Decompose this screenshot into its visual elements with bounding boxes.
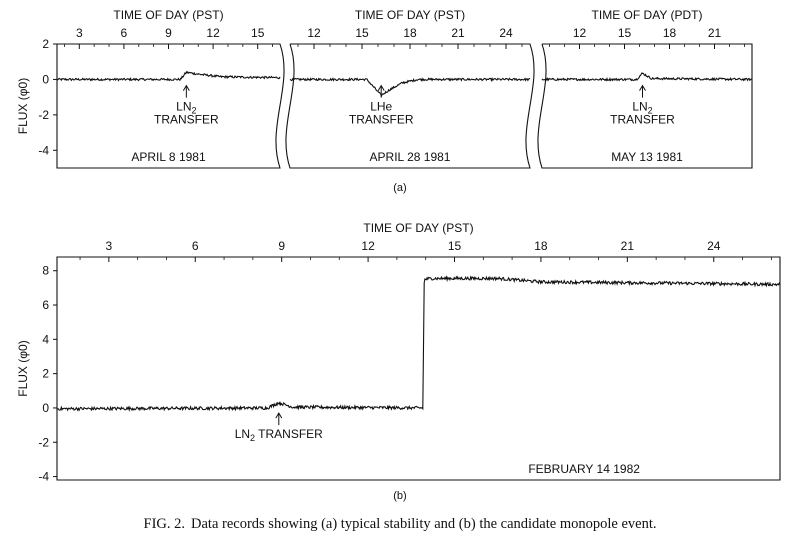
caption-figure-id: FIG. 2. <box>143 516 186 532</box>
data-trace-4 <box>56 275 781 413</box>
data-trace-2 <box>289 77 531 98</box>
x-tick-label: 12 <box>307 26 321 40</box>
annotation-text: TRANSFER <box>610 113 675 127</box>
y-tick-label: 0 <box>42 401 49 415</box>
y-tick-label: 4 <box>42 332 49 346</box>
annotation-arrowhead <box>275 412 283 419</box>
date-label: MAY 13 1981 <box>611 150 683 164</box>
traces <box>56 70 781 413</box>
annotation-text: LN2 <box>632 100 652 116</box>
x-tick-label: 15 <box>448 239 462 253</box>
annotation-text: TRANSFER <box>154 113 219 127</box>
panel-label-b: (b) <box>393 490 406 502</box>
x-tick-label: 3 <box>76 26 83 40</box>
y-tick-label: -4 <box>38 143 49 157</box>
y-tick-label: -2 <box>38 435 49 449</box>
date-label: APRIL 8 1981 <box>131 150 206 164</box>
x-tick-label: 3 <box>106 239 113 253</box>
axes: 3 6 9 12 15 TIME OF DAY (PST) 2 0 -2 -4 FLUX (φ0) 1… <box>16 8 772 484</box>
panel-frame-4 <box>56 256 781 481</box>
panel-label-a: (a) <box>393 182 406 194</box>
date-label: FEBRUARY 14 1982 <box>528 462 640 476</box>
x-axis-title: TIME OF DAY (PST) <box>113 8 223 22</box>
x-tick-label: 18 <box>663 26 677 40</box>
x-tick-label: 9 <box>278 239 285 253</box>
annotation-text: LHe <box>370 100 392 114</box>
x-axis-title: TIME OF DAY (PDT) <box>592 8 703 22</box>
annotation-text: LN2 <box>176 100 196 116</box>
x-tick-label: 21 <box>451 26 465 40</box>
caption-text: Data records showing (a) typical stabili… <box>191 516 657 532</box>
y-axis-title: FLUX (φ0) <box>16 340 30 396</box>
x-tick-label: 21 <box>708 26 722 40</box>
annotation-arrowhead <box>377 84 385 91</box>
x-tick-label: 21 <box>621 239 635 253</box>
y-tick-label: 2 <box>42 37 49 51</box>
x-tick-label: 12 <box>573 26 587 40</box>
x-tick-label: 15 <box>251 26 265 40</box>
x-tick-label: 18 <box>403 26 417 40</box>
x-tick-label: 18 <box>534 239 548 253</box>
y-tick-label: -2 <box>38 108 49 122</box>
x-tick-label: 6 <box>192 239 199 253</box>
panel-frame-3 <box>537 43 753 169</box>
annotation-arrowhead <box>182 84 190 91</box>
y-tick-label: -4 <box>38 470 49 484</box>
x-tick-label: 24 <box>707 239 721 253</box>
x-tick-label: 6 <box>121 26 128 40</box>
x-tick-label: 15 <box>618 26 632 40</box>
annotation-text: TRANSFER <box>349 113 414 127</box>
figure-caption: FIG. 2. Data records showing (a) typical … <box>0 516 800 533</box>
y-tick-label: 8 <box>42 264 49 278</box>
x-tick-label: 12 <box>361 239 375 253</box>
x-tick-label: 12 <box>206 26 220 40</box>
y-tick-label: 6 <box>42 298 49 312</box>
panel-frames <box>56 43 781 481</box>
x-tick-label: 15 <box>355 26 369 40</box>
y-axis-title: FLUX (φ0) <box>16 78 30 134</box>
data-trace-1 <box>56 70 281 82</box>
x-axis-title: TIME OF DAY (PST) <box>355 8 465 22</box>
y-tick-label: 0 <box>42 72 49 86</box>
panel-frame-1 <box>56 43 285 169</box>
y-tick-label: 2 <box>42 367 49 381</box>
panel-frame-2 <box>285 43 535 169</box>
x-axis-title: TIME OF DAY (PST) <box>363 221 473 235</box>
x-tick-label: 24 <box>499 26 513 40</box>
annotation-arrowhead <box>639 84 646 91</box>
annotation-text: LN2 TRANSFER <box>235 427 323 443</box>
date-label: APRIL 28 1981 <box>370 150 451 164</box>
x-tick-label: 9 <box>165 26 172 40</box>
data-trace-3 <box>541 72 753 82</box>
